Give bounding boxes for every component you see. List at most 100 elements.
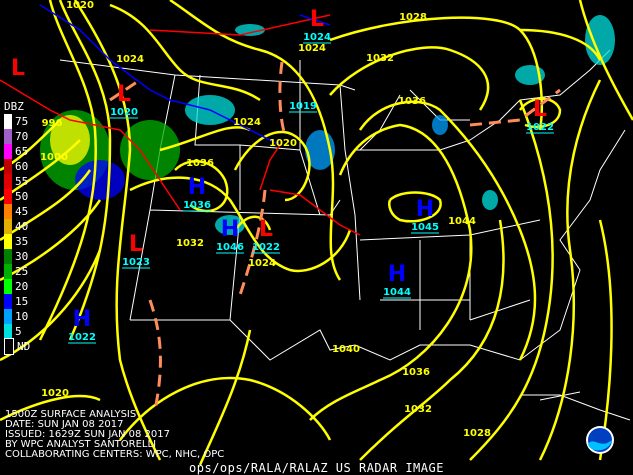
central-pressure: 1022 <box>252 242 280 253</box>
isobar-label: 1032 <box>404 404 432 415</box>
central-pressure: 1045 <box>411 222 439 233</box>
legend-swatch <box>4 189 12 204</box>
radar-echo <box>50 115 90 165</box>
radar-echo <box>75 160 125 200</box>
central-pressure: 1020 <box>110 107 138 118</box>
central-pressure: 1036 <box>183 200 211 211</box>
legend-item: 55 <box>4 174 30 189</box>
radar-echo <box>120 120 180 180</box>
analysis-title: 1500Z SURFACE ANALYSIS <box>5 409 137 420</box>
legend-label: 10 <box>15 310 29 323</box>
legend-label: 65 <box>15 145 29 158</box>
central-pressure: 1019 <box>289 101 317 112</box>
central-pressure: 1046 <box>216 242 244 253</box>
isobar-label: 1036 <box>186 158 214 169</box>
legend-swatch <box>4 144 12 159</box>
central-pressure: 1023 <box>122 257 150 268</box>
isobar-label: 1028 <box>463 428 491 439</box>
legend-label: 60 <box>15 160 29 173</box>
legend-item: 10 <box>4 309 30 324</box>
legend-label: ND <box>17 340 31 353</box>
legend-item: 60 <box>4 159 30 174</box>
legend-label: 30 <box>15 250 29 263</box>
central-pressure: 1044 <box>383 287 411 298</box>
isobar-label: 1036 <box>402 367 430 378</box>
legend-item: 45 <box>4 204 30 219</box>
legend-label: 25 <box>15 265 29 278</box>
legend-item: 30 <box>4 249 30 264</box>
legend-item: 70 <box>4 129 30 144</box>
radar-echo <box>482 190 498 210</box>
legend-label: 35 <box>15 235 29 248</box>
radar-echo <box>235 24 265 36</box>
legend-title: DBZ <box>4 100 24 113</box>
legend-swatch <box>4 129 12 144</box>
legend-label: 75 <box>15 115 29 128</box>
legend-item: 50 <box>4 189 30 204</box>
high-letter: H <box>416 197 434 222</box>
central-pressure: 1024 <box>303 32 331 43</box>
legend-item: 65 <box>4 144 30 159</box>
low-letter: L <box>533 97 547 122</box>
legend-item: 25 <box>4 264 30 279</box>
troughs <box>109 61 561 411</box>
legend-swatch <box>4 249 12 264</box>
fronts <box>0 4 361 236</box>
legend-label: 5 <box>15 325 22 338</box>
legend-label: 70 <box>15 130 29 143</box>
issued-time: ISSUED: 1629Z SUN JAN 08 2017 <box>5 429 170 440</box>
legend-swatch <box>4 264 12 279</box>
low-letter: L <box>117 82 131 107</box>
legend-label: 15 <box>15 295 29 308</box>
isobar-label: 1040 <box>332 344 360 355</box>
legend-swatch <box>4 159 12 174</box>
high-letter: H <box>73 307 91 332</box>
analyst: BY WPC ANALYST SANTORELLI <box>5 439 157 450</box>
legend-label: 20 <box>15 280 29 293</box>
isobar-label: 1020 <box>41 388 69 399</box>
isobar-label: 1024 <box>298 43 326 54</box>
legend-label: 45 <box>15 205 29 218</box>
radar-echo <box>585 15 615 65</box>
legend-item: 15 <box>4 294 30 309</box>
low-letter: L <box>310 7 324 32</box>
legend-swatch <box>4 234 12 249</box>
low-pressure-center: L <box>11 56 25 81</box>
collaborating-centers: COLLABORATING CENTERS: WPC, NHC, OPC <box>5 449 225 460</box>
legend-swatch <box>4 309 12 324</box>
isobar-labels: 1020102410241020103610321024102810321036… <box>40 0 491 439</box>
legend-swatch <box>4 174 12 189</box>
central-pressure: 1022 <box>68 332 96 343</box>
isobar-label: 1020 <box>269 138 297 149</box>
legend-swatch <box>4 219 12 234</box>
legend-swatch <box>4 204 12 219</box>
radar-legend: DBZ 75 70 65 60 55 50 45 40 35 30 25 20 15 10 5 ND <box>4 100 31 355</box>
isobar-label: 1032 <box>366 53 394 64</box>
analysis-date: DATE: SUN JAN 08 2017 <box>5 419 124 430</box>
legend-item: ND <box>4 338 31 355</box>
isobar-label: 1000 <box>40 152 68 163</box>
low-letter: L <box>129 232 143 257</box>
radar-image-title: ops/ops/RALA/RALAZ US RADAR IMAGE <box>189 461 444 475</box>
legend-swatch <box>4 324 12 339</box>
low-letter: L <box>259 217 273 242</box>
isobar-label: 1044 <box>448 216 476 227</box>
legend-item: 20 <box>4 279 30 294</box>
radar-echo <box>432 115 448 135</box>
isobar-label: 1024 <box>116 54 144 65</box>
legend-swatch <box>4 279 12 294</box>
legend-swatch <box>4 294 12 309</box>
high-letter: H <box>221 217 239 242</box>
radar-echo <box>215 215 245 235</box>
legend-item: 75 <box>4 114 30 129</box>
